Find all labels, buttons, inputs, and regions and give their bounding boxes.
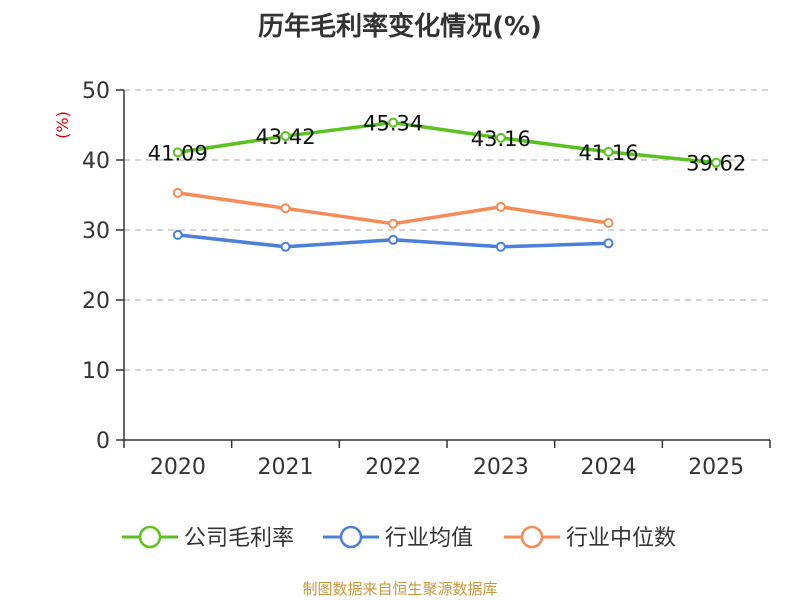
data-point[interactable] [172, 229, 183, 240]
y-tick-label: 50 [82, 79, 110, 104]
data-point[interactable] [172, 147, 183, 158]
x-tick-label: 2025 [688, 455, 744, 480]
data-label: 43.16 [471, 127, 531, 151]
data-point[interactable] [495, 201, 506, 212]
data-point[interactable] [388, 218, 399, 229]
legend-item[interactable]: 行业中位数 [504, 525, 676, 551]
y-tick-label: 30 [82, 219, 110, 244]
data-point[interactable] [603, 146, 614, 157]
legend[interactable]: 公司毛利率 行业均值 行业中位数 [122, 525, 676, 551]
data-point[interactable] [603, 218, 614, 228]
y-axis-unit-label: (%) [53, 111, 72, 139]
axes: 0 10 20 30 40 50 2020 2021 2022 2023 2024 2025 [82, 79, 771, 480]
data-point[interactable] [388, 234, 399, 245]
legend-label: 行业中位数 [566, 526, 676, 551]
legend-marker-icon [520, 525, 544, 549]
legend-item[interactable]: 行业均值 [323, 525, 473, 551]
chart-title: 历年毛利率变化情况(%) [258, 12, 542, 42]
data-label: 43.42 [255, 125, 315, 149]
data-point[interactable] [603, 238, 614, 249]
series-0 [172, 117, 722, 168]
data-label: 45.34 [363, 112, 423, 136]
x-tick-label: 2020 [150, 455, 206, 480]
data-label: 41.09 [148, 141, 208, 165]
gridlines [124, 89, 770, 371]
legend-marker-icon [339, 525, 363, 549]
x-tick-label: 2024 [581, 455, 637, 480]
data-point[interactable] [172, 187, 183, 198]
data-point[interactable] [280, 203, 291, 214]
x-tick-label: 2021 [258, 455, 314, 480]
x-tick-label: 2022 [365, 455, 421, 480]
data-point[interactable] [280, 241, 291, 252]
y-tick-label: 10 [82, 359, 110, 384]
legend-label: 公司毛利率 [184, 526, 294, 551]
legend-marker-icon [138, 525, 162, 549]
data-label: 39.62 [686, 152, 746, 176]
x-tick-label: 2023 [473, 455, 529, 480]
data-label: 41.16 [578, 141, 638, 165]
data-point[interactable] [711, 157, 722, 168]
series-1 [172, 229, 614, 252]
series-lines [172, 117, 722, 252]
source-note: 制图数据来自恒生聚源数据库 [302, 580, 498, 598]
series-2 [172, 187, 614, 229]
legend-label: 行业均值 [385, 526, 473, 551]
series-line [177, 120, 717, 165]
data-point[interactable] [495, 241, 506, 252]
data-labels: 41.09 43.42 45.34 43.16 41.16 39.62 [148, 112, 746, 176]
data-point[interactable] [388, 117, 399, 128]
data-point[interactable] [495, 132, 506, 143]
y-tick-label: 20 [82, 289, 110, 314]
y-tick-label: 40 [82, 149, 110, 174]
y-tick-label: 0 [96, 429, 110, 454]
data-point[interactable] [280, 131, 291, 142]
legend-item[interactable]: 公司毛利率 [122, 525, 294, 551]
